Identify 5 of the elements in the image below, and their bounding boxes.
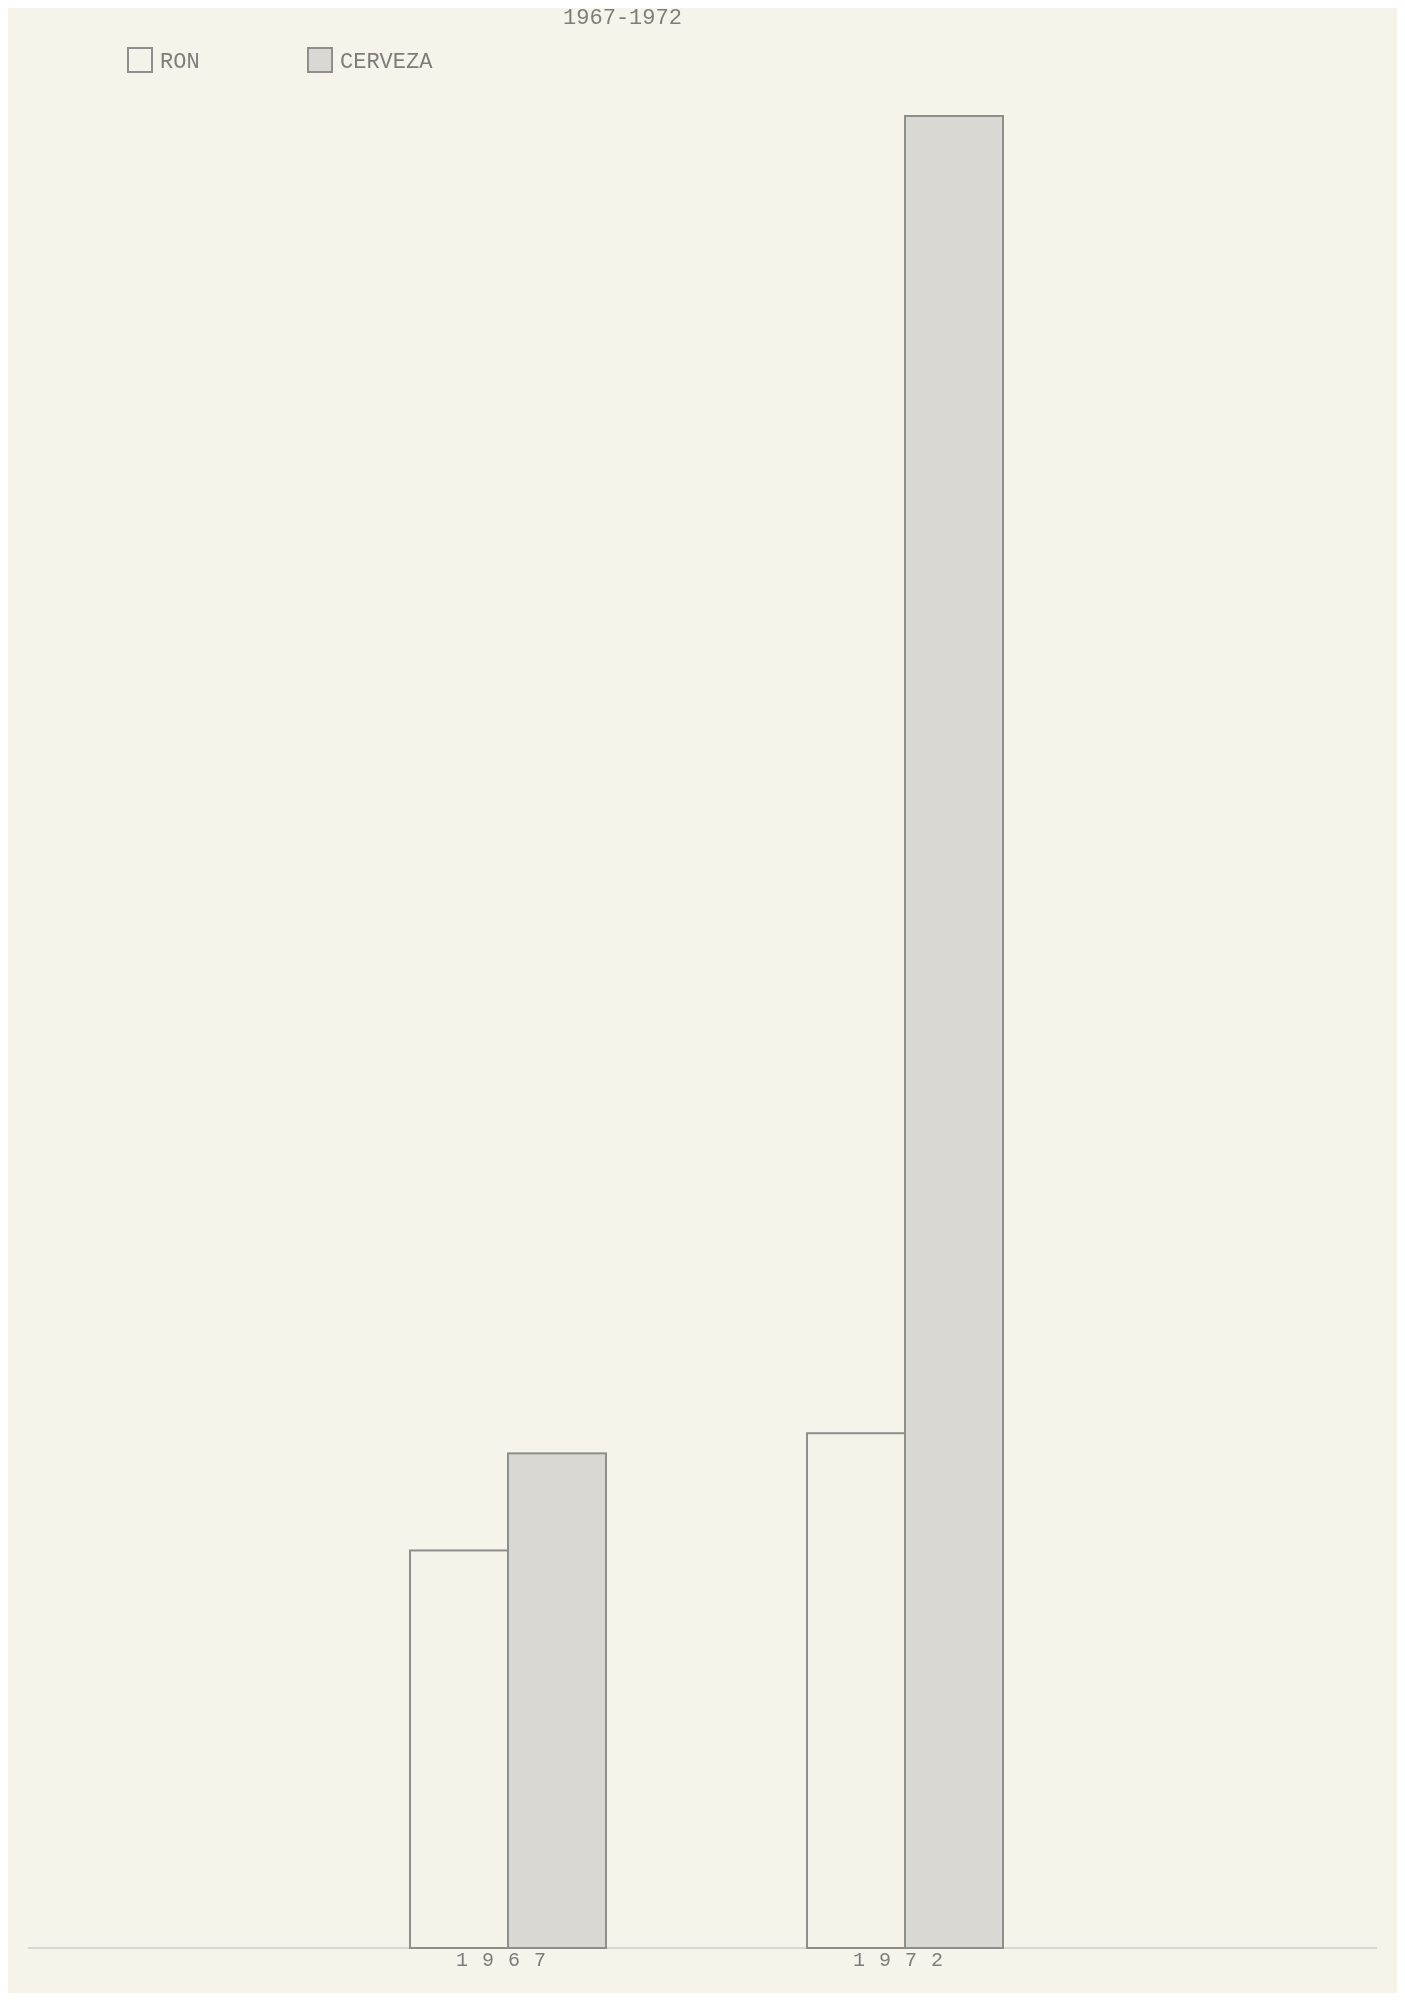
legend-label: CERVEZA xyxy=(340,50,434,75)
legend-label: RON xyxy=(160,50,200,75)
x-tick-label: 1972 xyxy=(852,1948,958,1972)
chart-title: 1967-1972 xyxy=(563,6,682,31)
x-tick-label: 1967 xyxy=(455,1948,561,1972)
